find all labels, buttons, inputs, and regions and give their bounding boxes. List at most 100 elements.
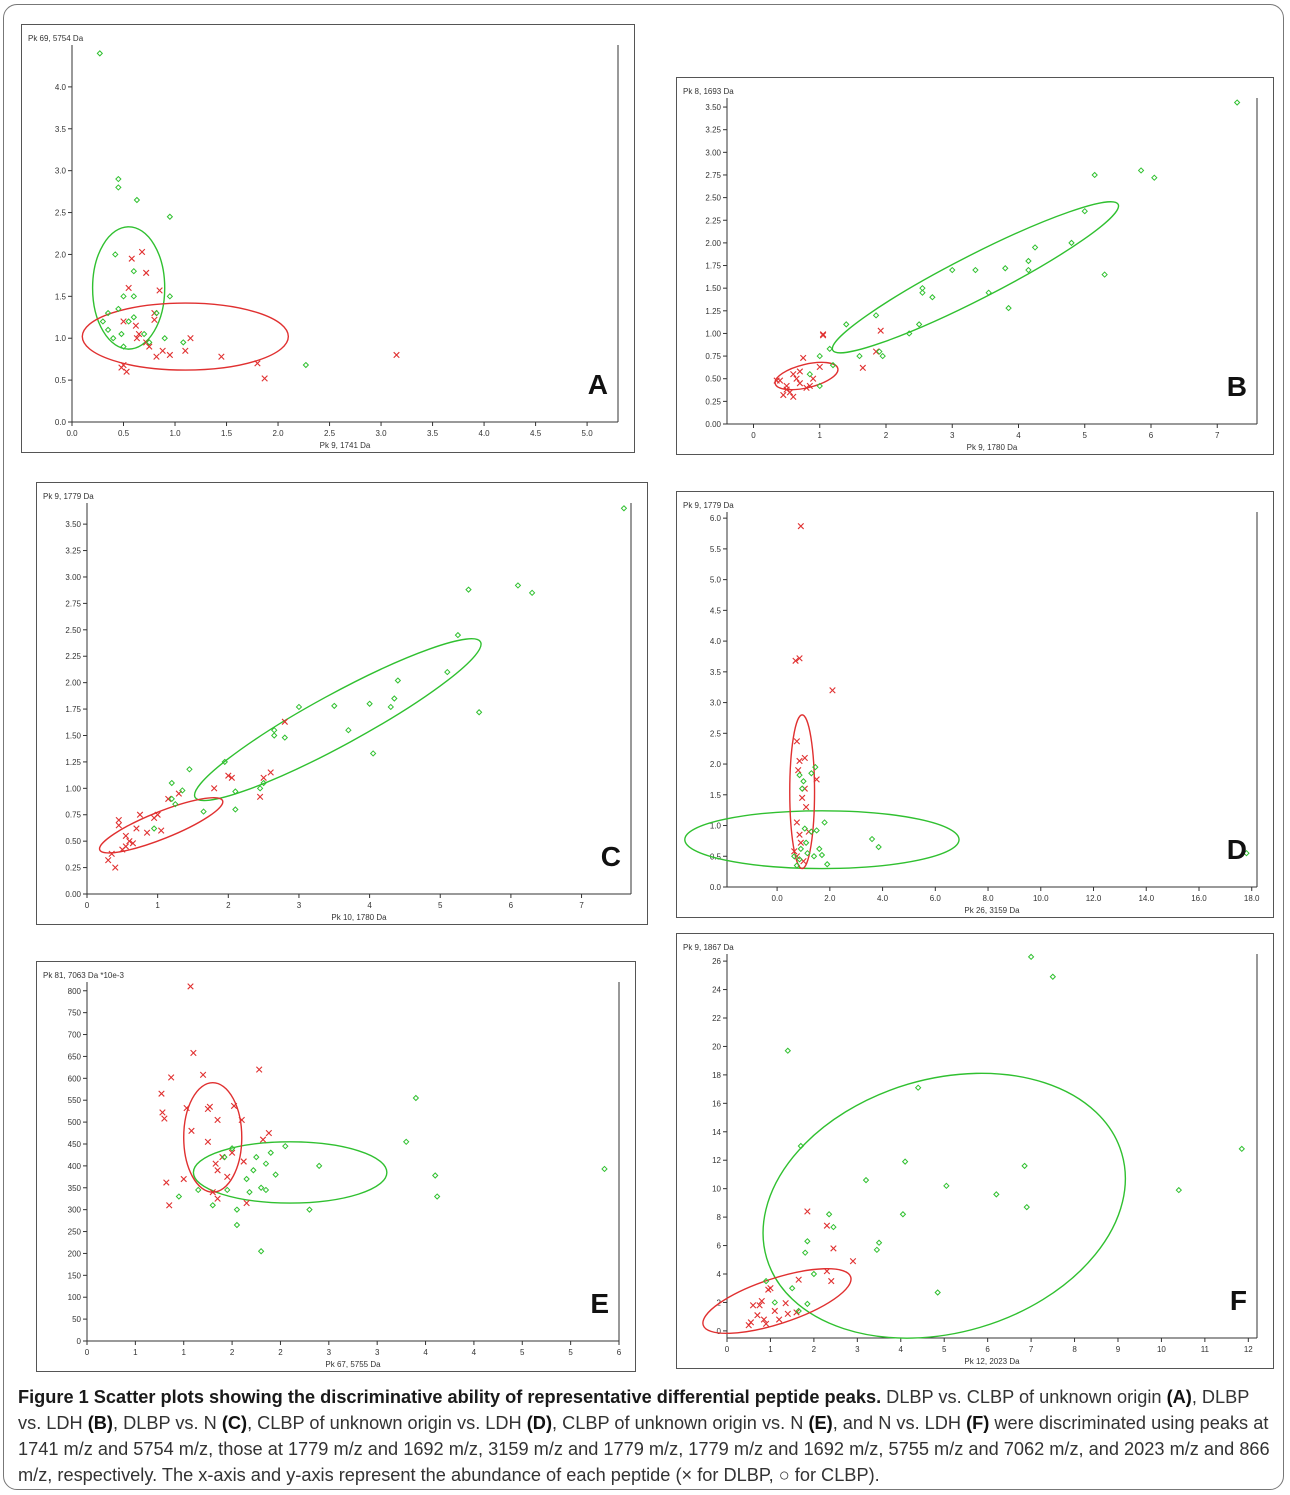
x-tick-label: 0.5 <box>118 429 130 438</box>
y-tick-label: 2.0 <box>710 760 722 769</box>
y-tick-label: 1.0 <box>710 822 722 831</box>
data-point-o <box>601 1165 608 1173</box>
data-point-o <box>281 734 289 741</box>
data-point-x <box>108 850 115 858</box>
caption-text-6: , and N vs. LDH <box>832 1413 967 1433</box>
y-axis-label: Pk 81, 7063 Da *10e-3 <box>43 971 124 980</box>
data-point-x <box>859 364 867 372</box>
y-tick-label: 0.5 <box>710 852 722 861</box>
x-tick-label: 3 <box>297 901 302 910</box>
data-point-x <box>791 848 798 855</box>
y-tick-label: 2.25 <box>65 652 81 661</box>
data-point-x <box>260 774 267 781</box>
data-point-o <box>862 1176 870 1184</box>
data-point-x <box>151 316 158 323</box>
y-tick-label: 22 <box>712 1014 721 1023</box>
data-point-x <box>224 1173 231 1181</box>
y-tick-label: 3.0 <box>710 699 722 708</box>
data-point-o <box>1091 171 1098 179</box>
caption-text-4: , CLBP of unknown origin vs. LDH <box>247 1413 527 1433</box>
x-tick-label: 4 <box>899 1345 904 1354</box>
x-tick-label: 4.0 <box>877 894 889 903</box>
y-tick-label: 3.0 <box>55 167 67 176</box>
y-tick-label: 2.75 <box>65 599 81 608</box>
data-point-x <box>793 1309 800 1316</box>
data-point-x <box>199 1071 207 1079</box>
data-point-x <box>120 318 127 325</box>
scatter-plot: 0 1 1 2 2 3 3 4 4 5 5 6 0 50 100 150 200 250 300 350 400 450 5… <box>43 971 622 1369</box>
data-point-x <box>265 1129 273 1137</box>
y-tick-label: 0.75 <box>705 352 721 361</box>
data-point-x <box>828 1277 835 1285</box>
data-point-o <box>801 1249 809 1256</box>
data-point-x <box>143 829 151 836</box>
data-point-o <box>901 1158 909 1165</box>
x-tick-label: 7 <box>579 901 584 910</box>
y-axis-label: Pk 69, 5754 Da <box>28 34 84 43</box>
x-tick-label: 9 <box>1116 1345 1121 1354</box>
data-point-x <box>228 774 236 781</box>
data-point-x <box>829 687 836 694</box>
data-point-o <box>762 1277 770 1285</box>
y-tick-label: 750 <box>68 1009 82 1018</box>
data-point-o <box>243 1175 250 1183</box>
data-point-o <box>943 1182 950 1190</box>
data-point-o <box>795 1307 802 1315</box>
data-point-o <box>200 808 207 815</box>
data-point-x <box>802 803 810 811</box>
data-point-x <box>132 322 140 329</box>
data-point-x <box>801 754 808 762</box>
data-point-o <box>233 1206 241 1213</box>
data-point-x <box>754 1312 761 1319</box>
x-tick-label: 12.0 <box>1086 894 1102 903</box>
data-point-o <box>133 196 141 204</box>
x-tick-label: 5 <box>568 1348 573 1357</box>
data-point-x <box>210 785 218 792</box>
data-point-o <box>816 352 823 360</box>
data-point-o <box>257 1184 265 1191</box>
x-tick-label: 1 <box>768 1345 773 1354</box>
y-tick-label: 3.5 <box>55 125 67 134</box>
data-point-x <box>214 1116 221 1124</box>
data-point-x <box>153 353 160 360</box>
x-tick-label: 5.0 <box>582 429 594 438</box>
y-tick-label: 1.5 <box>710 791 722 800</box>
data-point-x <box>167 1074 175 1081</box>
data-point-o <box>843 321 850 328</box>
y-tick-label: 2.00 <box>705 239 721 248</box>
data-point-o <box>232 788 239 795</box>
data-point-x <box>163 1179 170 1186</box>
data-point-x <box>125 284 132 292</box>
x-tick-label: 12 <box>1244 1345 1253 1354</box>
y-tick-label: 1.00 <box>65 784 81 793</box>
figure-caption: Figure 1 Scatter plots showing the discr… <box>18 1384 1274 1488</box>
y-tick-label: 2.25 <box>705 216 721 225</box>
data-point-o <box>110 335 117 342</box>
y-tick-label: 450 <box>68 1140 82 1149</box>
data-point-o <box>267 1149 274 1156</box>
data-point-o <box>816 382 823 390</box>
caption-label-e: (E) <box>808 1413 833 1433</box>
x-tick-label: 5 <box>520 1348 525 1357</box>
data-point-x <box>775 1316 783 1323</box>
data-point-x <box>816 363 823 371</box>
data-point-x <box>119 846 126 853</box>
y-axis-label: Pk 8, 1693 Da <box>683 87 734 96</box>
data-point-o <box>221 758 228 766</box>
scatter-panel-b: 0 1 2 3 4 5 6 7 0.00 0.25 0.50 0.75 1.00 1.25 1.50 1.75… <box>676 77 1274 455</box>
panel-label: D <box>1227 834 1247 865</box>
data-point-x <box>115 816 122 824</box>
data-point-x <box>798 794 806 802</box>
data-point-x <box>877 327 884 334</box>
data-point-o <box>1151 174 1158 181</box>
data-point-o <box>295 703 303 711</box>
y-tick-label: 1.75 <box>705 262 721 271</box>
caption-label-d: (D) <box>526 1413 552 1433</box>
y-tick-label: 550 <box>68 1096 82 1105</box>
data-point-o <box>793 862 801 869</box>
y-tick-label: 2.75 <box>705 171 721 180</box>
x-tick-label: 3 <box>950 431 955 440</box>
y-tick-label: 20 <box>712 1042 721 1051</box>
data-point-o <box>369 750 377 757</box>
data-point-o <box>915 321 923 328</box>
